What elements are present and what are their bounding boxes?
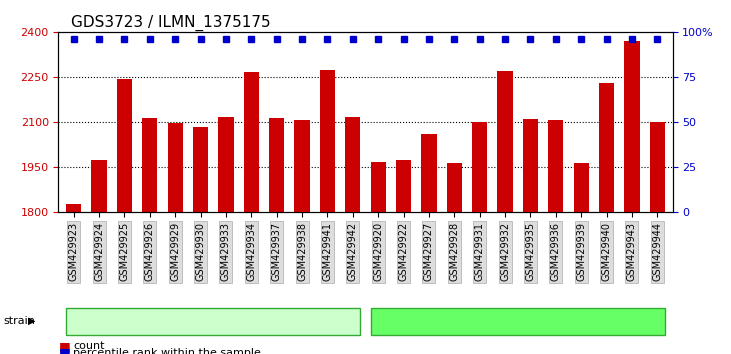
Bar — [371, 162, 386, 354]
Text: count: count — [73, 341, 105, 351]
Bar — [599, 83, 614, 354]
Bar — [66, 204, 81, 354]
Text: ■: ■ — [58, 347, 70, 354]
Bar — [624, 41, 640, 354]
Bar — [295, 120, 310, 354]
Bar — [117, 79, 132, 354]
Text: HCR: HCR — [504, 315, 531, 328]
Bar — [320, 70, 335, 354]
Bar — [548, 120, 564, 354]
Bar — [143, 118, 157, 354]
Text: GDS3723 / ILMN_1375175: GDS3723 / ILMN_1375175 — [71, 14, 270, 30]
Bar — [243, 72, 259, 354]
Text: ■: ■ — [58, 340, 70, 353]
Bar — [472, 122, 488, 354]
Text: LCR: LCR — [201, 315, 225, 328]
Text: strain: strain — [4, 316, 36, 326]
Bar — [91, 160, 107, 354]
Bar — [574, 163, 588, 354]
Bar — [269, 118, 284, 354]
Text: percentile rank within the sample: percentile rank within the sample — [73, 348, 261, 354]
Bar — [447, 163, 462, 354]
Bar — [219, 117, 234, 354]
Bar — [345, 117, 360, 354]
Bar — [421, 134, 436, 354]
Bar — [523, 119, 538, 354]
Bar — [193, 127, 208, 354]
Bar — [167, 123, 183, 354]
Text: ▶: ▶ — [28, 316, 35, 326]
Bar — [650, 122, 665, 354]
Bar — [497, 71, 512, 354]
Bar — [396, 160, 411, 354]
